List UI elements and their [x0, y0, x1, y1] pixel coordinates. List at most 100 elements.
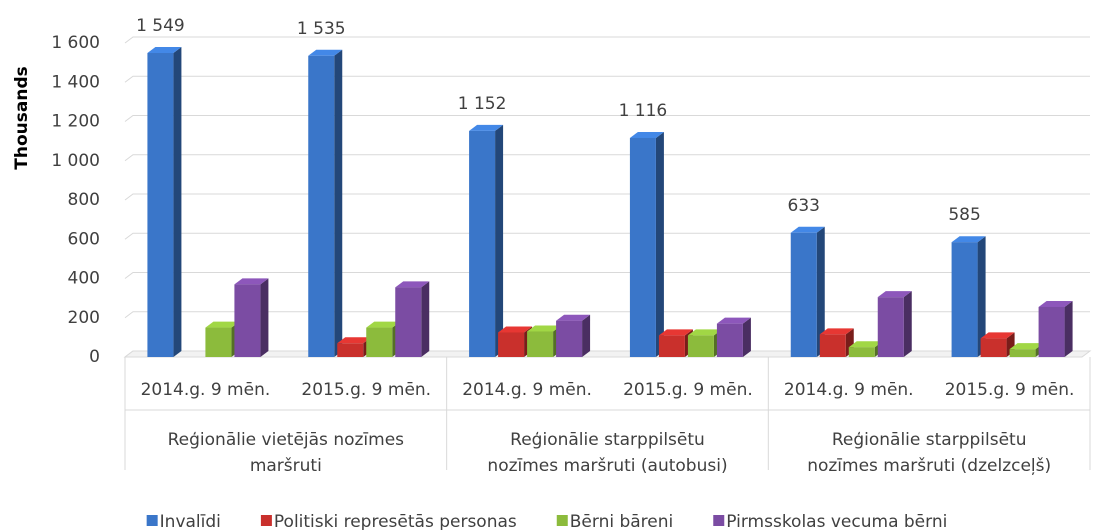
bar — [147, 53, 174, 357]
bar — [819, 334, 846, 357]
x-tick-label: 2015.g. 9 mēn. — [623, 380, 753, 400]
bar-side — [1064, 300, 1073, 357]
bar-top — [658, 329, 693, 336]
y-tick-label: 1 000 — [51, 151, 100, 171]
bar-top — [337, 337, 372, 344]
group-label: Reģionālie starppilsētu — [832, 430, 1027, 450]
group-label: Reģionālie starppilsētu — [510, 430, 705, 450]
bar-side — [582, 314, 591, 357]
bar-3d — [629, 131, 664, 357]
bar-3d — [1038, 300, 1073, 357]
bar-top — [877, 291, 912, 298]
x-tick-label: 2015.g. 9 mēn. — [945, 380, 1075, 400]
grid-line — [124, 272, 1090, 279]
grid-line — [124, 75, 1090, 83]
data-label: 633 — [788, 196, 820, 216]
bar-top — [1009, 343, 1044, 350]
bar-top — [790, 226, 825, 233]
bar-side — [495, 124, 504, 357]
bar-3d — [205, 321, 240, 357]
data-label: 1 152 — [458, 94, 507, 114]
y-tick-label: 600 — [68, 229, 100, 249]
data-label: 585 — [948, 205, 980, 225]
bar-side — [421, 281, 430, 357]
bar-3d — [687, 329, 722, 357]
bar-top — [498, 326, 533, 333]
legend-label: Bērni bāreni — [570, 512, 674, 530]
bar — [337, 343, 364, 357]
bar-3d — [556, 314, 591, 357]
bar-3d — [469, 124, 504, 357]
group-label: Reģionālie vietējās nozīmes — [168, 430, 405, 450]
bar-top — [395, 281, 430, 288]
bar-top — [980, 332, 1015, 339]
legend-item: Politiski represētās personas — [260, 512, 517, 530]
bar-side — [903, 291, 912, 357]
y-tick-label: 1 400 — [51, 72, 100, 92]
legend-label: Pirmsskolas vecuma bērni — [726, 512, 947, 530]
bar-top — [527, 325, 562, 332]
bar-3d — [395, 281, 430, 357]
bar-top — [1038, 300, 1073, 307]
grid-line — [124, 311, 1090, 319]
bar — [658, 335, 685, 357]
bar-3d — [366, 321, 401, 357]
grid-line — [124, 154, 1090, 162]
bar-top — [848, 341, 883, 348]
y-tick-label: 200 — [68, 308, 100, 328]
bar-3d — [848, 341, 883, 357]
bar — [1009, 349, 1036, 357]
bar — [716, 323, 743, 357]
data-label: 1 116 — [619, 101, 668, 121]
group-label: nozīmes maršruti (dzelzceļš) — [807, 456, 1051, 476]
legend-item: Bērni bāreni — [556, 512, 674, 530]
bar — [1038, 306, 1065, 357]
group-label: maršruti — [250, 456, 322, 476]
bar-top — [687, 329, 722, 336]
bar-top — [366, 321, 401, 328]
data-label: 1 535 — [297, 19, 346, 39]
bar-3d — [790, 226, 825, 357]
x-tick-label: 2014.g. 9 mēn. — [784, 380, 914, 400]
grid-line — [124, 36, 1090, 44]
bar-side — [173, 47, 182, 357]
x-tick-label: 2014.g. 9 mēn. — [141, 380, 271, 400]
legend-label: Invalīdi — [160, 512, 221, 530]
bar-3d — [234, 278, 269, 357]
bar-3d — [716, 317, 751, 357]
grid-line — [124, 115, 1090, 122]
bar-3d — [658, 329, 693, 357]
bar-3d — [147, 47, 182, 357]
floor — [123, 350, 1092, 358]
bar-3d — [819, 328, 854, 357]
data-label: 1 549 — [136, 16, 185, 36]
bar — [687, 335, 714, 357]
y-axis-title: Thousands — [12, 66, 32, 169]
bar — [951, 242, 978, 357]
bar-top — [556, 314, 591, 321]
y-tick-label: 400 — [68, 269, 100, 289]
bar — [395, 287, 422, 357]
y-tick-label: 1 600 — [51, 33, 100, 53]
bar — [848, 347, 875, 357]
legend-swatch — [146, 515, 158, 526]
legend-item: Pirmsskolas vecuma bērni — [713, 512, 947, 530]
bar-3d — [877, 291, 912, 357]
bar-top — [205, 321, 240, 328]
bar-top — [951, 236, 986, 243]
bar-top — [147, 47, 182, 54]
bar-3d — [980, 332, 1015, 357]
bar — [234, 284, 261, 357]
bar-top — [819, 328, 854, 335]
bar-3d — [308, 49, 343, 357]
bar-side — [334, 49, 343, 357]
legend-swatch — [713, 515, 725, 526]
bar-3d — [337, 337, 372, 357]
y-tick-label: 1 200 — [51, 112, 100, 132]
bar-top — [629, 131, 664, 138]
bar-top — [234, 278, 269, 285]
bar — [498, 332, 525, 357]
legend-label: Politiski represētās personas — [274, 512, 517, 530]
bar — [790, 232, 817, 357]
